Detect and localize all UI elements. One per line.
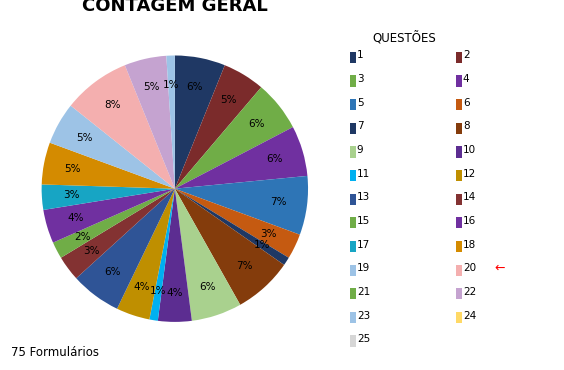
Wedge shape xyxy=(125,56,175,189)
FancyBboxPatch shape xyxy=(456,312,462,323)
Text: 1%: 1% xyxy=(163,80,180,90)
FancyBboxPatch shape xyxy=(456,99,462,110)
Text: 2%: 2% xyxy=(74,232,91,242)
Text: 6%: 6% xyxy=(104,267,121,277)
Text: 5%: 5% xyxy=(76,133,92,143)
Wedge shape xyxy=(175,176,308,235)
FancyBboxPatch shape xyxy=(350,312,356,323)
Text: 1%: 1% xyxy=(254,240,270,250)
Text: 20: 20 xyxy=(463,263,476,273)
FancyBboxPatch shape xyxy=(350,336,356,347)
Wedge shape xyxy=(175,189,289,265)
FancyBboxPatch shape xyxy=(456,217,462,229)
Text: 5%: 5% xyxy=(221,95,237,105)
Wedge shape xyxy=(166,56,175,189)
Text: 4: 4 xyxy=(463,74,469,84)
Wedge shape xyxy=(175,87,293,189)
Text: 22: 22 xyxy=(463,287,476,297)
FancyBboxPatch shape xyxy=(456,265,462,276)
FancyBboxPatch shape xyxy=(456,75,462,87)
Text: 6%: 6% xyxy=(266,154,283,164)
Text: 5: 5 xyxy=(357,98,363,108)
Text: 16: 16 xyxy=(463,216,476,226)
Text: 5%: 5% xyxy=(65,164,81,174)
Wedge shape xyxy=(175,56,225,189)
Text: 75 Formulários: 75 Formulários xyxy=(11,346,99,359)
Text: 4%: 4% xyxy=(166,287,183,297)
FancyBboxPatch shape xyxy=(350,52,356,63)
Text: 13: 13 xyxy=(357,192,370,202)
FancyBboxPatch shape xyxy=(350,194,356,205)
FancyBboxPatch shape xyxy=(456,52,462,63)
Text: 7: 7 xyxy=(357,121,363,131)
Text: 11: 11 xyxy=(357,169,370,179)
FancyBboxPatch shape xyxy=(350,241,356,252)
FancyBboxPatch shape xyxy=(350,146,356,158)
Text: 4%: 4% xyxy=(67,213,83,223)
Wedge shape xyxy=(175,65,261,189)
Text: 18: 18 xyxy=(463,240,476,250)
Text: ←: ← xyxy=(495,262,505,275)
Wedge shape xyxy=(50,106,175,189)
Title: CONTAGEM GERAL: CONTAGEM GERAL xyxy=(82,0,268,15)
FancyBboxPatch shape xyxy=(350,288,356,299)
Wedge shape xyxy=(175,127,307,189)
FancyBboxPatch shape xyxy=(456,241,462,252)
FancyBboxPatch shape xyxy=(456,146,462,158)
Text: 3%: 3% xyxy=(260,229,277,239)
FancyBboxPatch shape xyxy=(350,123,356,134)
Text: 1: 1 xyxy=(357,50,363,61)
Text: 6: 6 xyxy=(463,98,469,108)
Text: 14: 14 xyxy=(463,192,476,202)
Text: 8%: 8% xyxy=(104,100,121,110)
Text: 25: 25 xyxy=(357,334,370,344)
Wedge shape xyxy=(42,184,175,210)
Text: 10: 10 xyxy=(463,145,476,155)
Text: 3: 3 xyxy=(357,74,363,84)
Wedge shape xyxy=(76,189,175,309)
Text: 12: 12 xyxy=(463,169,476,179)
Text: 17: 17 xyxy=(357,240,370,250)
Wedge shape xyxy=(70,65,175,189)
Text: 19: 19 xyxy=(357,263,370,273)
Wedge shape xyxy=(175,189,300,258)
Text: 2: 2 xyxy=(463,50,469,61)
Wedge shape xyxy=(158,189,192,322)
Wedge shape xyxy=(175,189,240,321)
FancyBboxPatch shape xyxy=(350,170,356,181)
Wedge shape xyxy=(117,189,175,319)
Text: 6%: 6% xyxy=(248,119,265,129)
Text: 4%: 4% xyxy=(134,282,151,292)
Wedge shape xyxy=(61,189,175,278)
FancyBboxPatch shape xyxy=(456,194,462,205)
FancyBboxPatch shape xyxy=(350,99,356,110)
Text: 23: 23 xyxy=(357,310,370,320)
FancyBboxPatch shape xyxy=(456,288,462,299)
Wedge shape xyxy=(42,143,175,189)
FancyBboxPatch shape xyxy=(350,75,356,87)
Wedge shape xyxy=(149,189,175,321)
Text: 9: 9 xyxy=(357,145,363,155)
Text: QUESTÕES: QUESTÕES xyxy=(372,32,436,46)
Text: 7%: 7% xyxy=(236,260,253,270)
Wedge shape xyxy=(175,189,284,305)
Text: 24: 24 xyxy=(463,310,476,320)
Text: 8: 8 xyxy=(463,121,469,131)
Text: 21: 21 xyxy=(357,287,370,297)
Text: 5%: 5% xyxy=(143,83,160,92)
Text: 3%: 3% xyxy=(83,246,100,256)
Text: 1%: 1% xyxy=(150,286,166,296)
FancyBboxPatch shape xyxy=(456,123,462,134)
Text: 6%: 6% xyxy=(187,82,203,92)
FancyBboxPatch shape xyxy=(350,217,356,229)
Text: 7%: 7% xyxy=(270,197,286,207)
Wedge shape xyxy=(43,189,175,243)
Text: 15: 15 xyxy=(357,216,370,226)
FancyBboxPatch shape xyxy=(456,170,462,181)
Text: 3%: 3% xyxy=(63,190,80,201)
Text: 6%: 6% xyxy=(199,282,216,292)
Wedge shape xyxy=(53,189,175,258)
FancyBboxPatch shape xyxy=(350,265,356,276)
